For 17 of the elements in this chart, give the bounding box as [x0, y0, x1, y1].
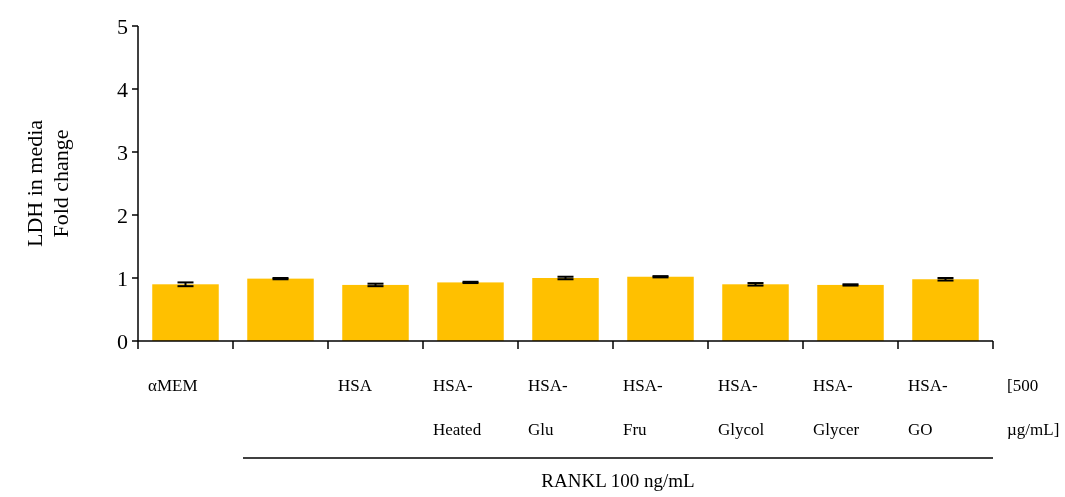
category-label: HSA-Glycol	[718, 376, 765, 439]
category-label: HSA-Heated	[433, 376, 482, 439]
y-tick-label: 2	[117, 202, 128, 228]
category-label: HSA-Fru	[623, 376, 663, 439]
y-tick-label: 5	[117, 13, 128, 39]
text: RANKL 100 ng/mL	[541, 470, 695, 491]
category-label: HSA-GO	[908, 376, 948, 439]
x-tick-label: αMEM	[148, 376, 198, 395]
y-tick-label: 1	[117, 265, 128, 291]
y-tick-label: 4	[117, 76, 128, 102]
y-tick-label: 3	[117, 139, 128, 165]
category-label: HSA-Glu	[528, 376, 568, 439]
x-tick-label: HSA	[338, 376, 373, 395]
y-axis-title: LDH in media Fold change	[22, 119, 73, 248]
category-label: HSA-Glycer	[813, 376, 860, 439]
text: [500 µg/mL]	[1007, 376, 1060, 439]
y-tick-label: 0	[117, 328, 128, 354]
